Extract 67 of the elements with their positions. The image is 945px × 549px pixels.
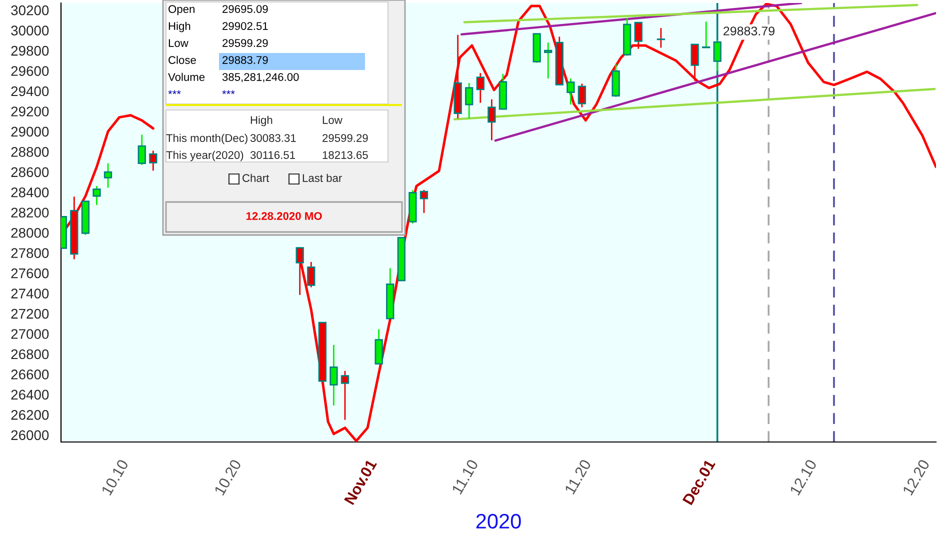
annotation: 30116.51 (250, 151, 295, 159)
y-tick-label: 27600 (11, 268, 49, 278)
y-tick-label: 29800 (11, 46, 49, 56)
y-tick-label: 26200 (11, 410, 49, 420)
annotation: 18213.65 (322, 151, 368, 159)
y-tick-label: 28800 (11, 147, 49, 157)
annotation: Close (168, 56, 196, 64)
y-tick-label: 26400 (11, 390, 49, 400)
y-tick-label: 27200 (11, 308, 49, 319)
y-tick-label: 27400 (11, 288, 49, 298)
candlestick (476, 72, 484, 104)
annotation: *** (222, 90, 235, 94)
y-tick-label: 28600 (11, 167, 49, 178)
annotation: 29695.09 (222, 5, 268, 13)
x-axis-title: 2020 (476, 514, 521, 529)
candlestick (138, 134, 146, 166)
annotation: 29599.29 (322, 134, 368, 142)
candlestick (465, 82, 474, 120)
candlestick (330, 344, 338, 406)
y-tick-label: 28000 (11, 228, 49, 238)
candlestick (92, 185, 101, 206)
y-tick-label: 30200 (11, 5, 49, 16)
candlestick (544, 42, 552, 80)
annotation: Chart (242, 174, 270, 182)
candlestick (420, 189, 428, 214)
candlestick (690, 44, 699, 82)
y-tick-label: 26800 (11, 349, 49, 360)
y-tick-label: 29600 (11, 66, 49, 76)
annotation: Low (168, 39, 188, 47)
annotation: 29902.51 (222, 22, 268, 30)
y-tick-label: 28400 (11, 187, 49, 198)
y-tick-label: 29400 (11, 86, 49, 96)
annotation: High (168, 22, 190, 32)
candlestick (702, 20, 710, 48)
y-tick-label: 28200 (11, 208, 49, 218)
y-tick-label: 27000 (11, 329, 49, 339)
candlestick (374, 328, 383, 365)
annotation: This year(2020) (166, 150, 244, 162)
candlestick (104, 162, 112, 188)
annotation: *** (168, 90, 181, 94)
candlestick (634, 22, 642, 50)
annotation: Volume (168, 72, 205, 81)
y-tick-label: 26600 (11, 370, 49, 380)
candlestick (578, 82, 586, 108)
annotation: 12.28.2020 MO (246, 212, 322, 220)
candlestick (307, 261, 316, 288)
annotation: 29883.79 (222, 56, 268, 64)
annotation: 29883.79 (724, 26, 774, 36)
candlestick (488, 98, 496, 141)
annotation: This month(Dec) (166, 134, 248, 144)
annotation: High (250, 116, 272, 126)
y-tick-label: 30000 (11, 26, 49, 36)
y-tick-label: 29200 (11, 106, 49, 116)
annotation: Last bar (302, 174, 342, 182)
annotation: Low (322, 116, 342, 124)
annotation: 30083.31 (250, 134, 296, 142)
candlestick (656, 27, 666, 48)
candlestick (566, 78, 575, 106)
y-tick-label: 29000 (11, 126, 49, 137)
annotation: 385,281,246.00 (222, 73, 299, 82)
candlestick (149, 150, 158, 172)
candlestick (340, 370, 350, 421)
y-tick-label: 26000 (11, 430, 49, 440)
candlestick (296, 247, 304, 296)
annotation: 29599.29 (222, 39, 268, 47)
y-tick-label: 27800 (11, 248, 49, 258)
annotation: Open (168, 5, 194, 16)
